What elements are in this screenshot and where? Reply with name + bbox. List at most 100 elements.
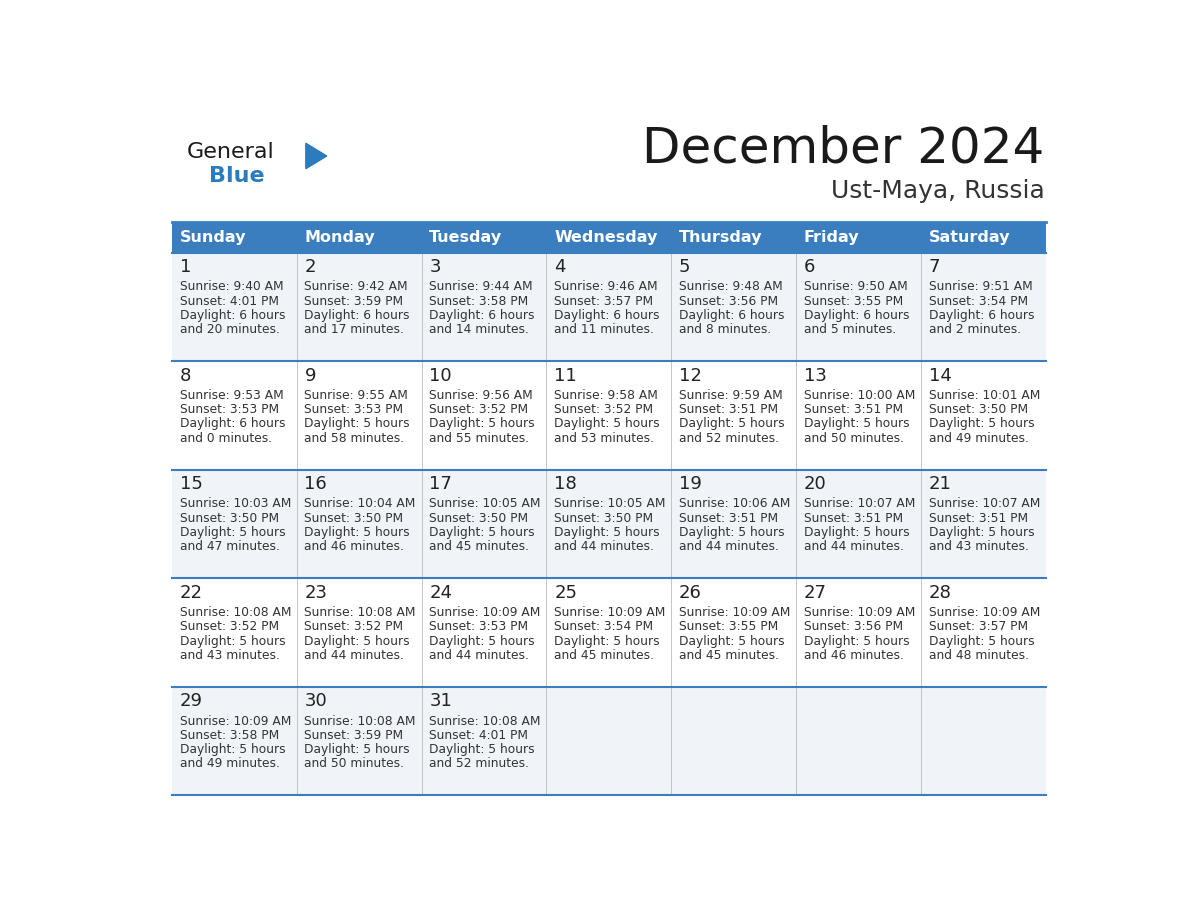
Text: 23: 23 bbox=[304, 584, 328, 601]
Text: Daylight: 5 hours: Daylight: 5 hours bbox=[304, 743, 410, 756]
Text: Sunrise: 10:07 AM: Sunrise: 10:07 AM bbox=[929, 498, 1041, 510]
Text: Friday: Friday bbox=[804, 230, 860, 245]
Text: December 2024: December 2024 bbox=[643, 124, 1044, 172]
Text: Sunrise: 9:51 AM: Sunrise: 9:51 AM bbox=[929, 280, 1032, 294]
Text: Daylight: 5 hours: Daylight: 5 hours bbox=[429, 418, 535, 431]
Text: and 44 minutes.: and 44 minutes. bbox=[304, 649, 404, 662]
Text: Sunrise: 9:53 AM: Sunrise: 9:53 AM bbox=[179, 389, 283, 402]
Text: 27: 27 bbox=[804, 584, 827, 601]
Text: Sunset: 4:01 PM: Sunset: 4:01 PM bbox=[179, 295, 278, 308]
Text: Sunrise: 10:04 AM: Sunrise: 10:04 AM bbox=[304, 498, 416, 510]
Text: 31: 31 bbox=[429, 692, 453, 711]
Bar bbox=[297, 222, 422, 252]
Text: Daylight: 5 hours: Daylight: 5 hours bbox=[929, 526, 1035, 539]
Text: and 53 minutes.: and 53 minutes. bbox=[554, 431, 655, 444]
Text: 30: 30 bbox=[304, 692, 327, 711]
Text: Sunset: 3:52 PM: Sunset: 3:52 PM bbox=[304, 621, 404, 633]
Bar bbox=[172, 361, 1045, 470]
Text: and 44 minutes.: and 44 minutes. bbox=[429, 649, 529, 662]
Text: 10: 10 bbox=[429, 366, 451, 385]
Text: Sunset: 3:56 PM: Sunset: 3:56 PM bbox=[804, 621, 903, 633]
Text: and 45 minutes.: and 45 minutes. bbox=[554, 649, 655, 662]
Text: Daylight: 5 hours: Daylight: 5 hours bbox=[680, 634, 784, 647]
Text: Sunset: 3:50 PM: Sunset: 3:50 PM bbox=[554, 511, 653, 525]
Text: Sunset: 3:50 PM: Sunset: 3:50 PM bbox=[304, 511, 404, 525]
Text: and 48 minutes.: and 48 minutes. bbox=[929, 649, 1029, 662]
Text: Sunrise: 10:09 AM: Sunrise: 10:09 AM bbox=[554, 606, 665, 619]
Text: Wednesday: Wednesday bbox=[554, 230, 657, 245]
Text: Sunrise: 10:09 AM: Sunrise: 10:09 AM bbox=[179, 714, 291, 728]
Bar bbox=[671, 222, 796, 252]
Text: Daylight: 5 hours: Daylight: 5 hours bbox=[429, 743, 535, 756]
Text: Daylight: 5 hours: Daylight: 5 hours bbox=[680, 418, 784, 431]
Text: 3: 3 bbox=[429, 258, 441, 276]
Text: Sunrise: 10:08 AM: Sunrise: 10:08 AM bbox=[304, 714, 416, 728]
Text: 15: 15 bbox=[179, 476, 202, 493]
Text: Saturday: Saturday bbox=[929, 230, 1010, 245]
Bar bbox=[546, 222, 671, 252]
Text: Daylight: 5 hours: Daylight: 5 hours bbox=[554, 418, 659, 431]
Text: 1: 1 bbox=[179, 258, 191, 276]
Bar bbox=[172, 687, 1045, 796]
Bar bbox=[172, 470, 1045, 578]
Text: 26: 26 bbox=[680, 584, 702, 601]
Text: 29: 29 bbox=[179, 692, 202, 711]
Text: Sunrise: 9:55 AM: Sunrise: 9:55 AM bbox=[304, 389, 409, 402]
Text: Sunset: 3:52 PM: Sunset: 3:52 PM bbox=[179, 621, 279, 633]
Text: Sunset: 3:51 PM: Sunset: 3:51 PM bbox=[680, 403, 778, 416]
Text: Sunrise: 10:05 AM: Sunrise: 10:05 AM bbox=[554, 498, 665, 510]
Text: 9: 9 bbox=[304, 366, 316, 385]
Bar bbox=[172, 252, 1045, 361]
Text: Sunset: 3:56 PM: Sunset: 3:56 PM bbox=[680, 295, 778, 308]
Text: Sunset: 3:50 PM: Sunset: 3:50 PM bbox=[429, 511, 529, 525]
Text: Daylight: 6 hours: Daylight: 6 hours bbox=[304, 308, 410, 322]
Text: 19: 19 bbox=[680, 476, 702, 493]
Text: and 20 minutes.: and 20 minutes. bbox=[179, 323, 279, 336]
Text: and 2 minutes.: and 2 minutes. bbox=[929, 323, 1020, 336]
Text: 13: 13 bbox=[804, 366, 827, 385]
Bar bbox=[422, 222, 546, 252]
Text: and 50 minutes.: and 50 minutes. bbox=[304, 757, 404, 770]
Text: 20: 20 bbox=[804, 476, 827, 493]
Text: and 44 minutes.: and 44 minutes. bbox=[804, 540, 904, 554]
Text: Sunset: 4:01 PM: Sunset: 4:01 PM bbox=[429, 729, 529, 742]
Text: Daylight: 6 hours: Daylight: 6 hours bbox=[554, 308, 659, 322]
Text: 28: 28 bbox=[929, 584, 952, 601]
Text: Sunrise: 10:09 AM: Sunrise: 10:09 AM bbox=[429, 606, 541, 619]
Text: and 45 minutes.: and 45 minutes. bbox=[680, 649, 779, 662]
Text: 24: 24 bbox=[429, 584, 453, 601]
Bar bbox=[921, 222, 1045, 252]
Text: Monday: Monday bbox=[304, 230, 375, 245]
Text: and 5 minutes.: and 5 minutes. bbox=[804, 323, 896, 336]
Text: and 47 minutes.: and 47 minutes. bbox=[179, 540, 279, 554]
Text: Daylight: 5 hours: Daylight: 5 hours bbox=[304, 418, 410, 431]
Text: and 43 minutes.: and 43 minutes. bbox=[179, 649, 279, 662]
Text: and 44 minutes.: and 44 minutes. bbox=[554, 540, 655, 554]
Text: and 49 minutes.: and 49 minutes. bbox=[179, 757, 279, 770]
Text: 22: 22 bbox=[179, 584, 202, 601]
Text: Daylight: 5 hours: Daylight: 5 hours bbox=[804, 526, 910, 539]
Text: Sunrise: 10:09 AM: Sunrise: 10:09 AM bbox=[680, 606, 790, 619]
Text: Sunset: 3:51 PM: Sunset: 3:51 PM bbox=[680, 511, 778, 525]
Bar bbox=[796, 222, 921, 252]
Text: Sunset: 3:55 PM: Sunset: 3:55 PM bbox=[804, 295, 903, 308]
Text: Daylight: 5 hours: Daylight: 5 hours bbox=[429, 634, 535, 647]
Text: Daylight: 6 hours: Daylight: 6 hours bbox=[804, 308, 910, 322]
Text: Daylight: 6 hours: Daylight: 6 hours bbox=[680, 308, 784, 322]
Text: Sunrise: 10:08 AM: Sunrise: 10:08 AM bbox=[179, 606, 291, 619]
Text: Daylight: 5 hours: Daylight: 5 hours bbox=[429, 526, 535, 539]
Text: Daylight: 5 hours: Daylight: 5 hours bbox=[554, 634, 659, 647]
Text: Sunset: 3:52 PM: Sunset: 3:52 PM bbox=[429, 403, 529, 416]
Text: and 58 minutes.: and 58 minutes. bbox=[304, 431, 404, 444]
Text: Tuesday: Tuesday bbox=[429, 230, 503, 245]
Text: 14: 14 bbox=[929, 366, 952, 385]
Text: Sunrise: 9:58 AM: Sunrise: 9:58 AM bbox=[554, 389, 658, 402]
Text: Blue: Blue bbox=[209, 165, 265, 185]
Text: and 43 minutes.: and 43 minutes. bbox=[929, 540, 1029, 554]
Text: Sunrise: 10:09 AM: Sunrise: 10:09 AM bbox=[804, 606, 915, 619]
Bar bbox=[172, 578, 1045, 687]
Text: and 14 minutes.: and 14 minutes. bbox=[429, 323, 529, 336]
Text: Daylight: 5 hours: Daylight: 5 hours bbox=[680, 526, 784, 539]
Text: Sunrise: 10:03 AM: Sunrise: 10:03 AM bbox=[179, 498, 291, 510]
Text: Daylight: 5 hours: Daylight: 5 hours bbox=[929, 418, 1035, 431]
